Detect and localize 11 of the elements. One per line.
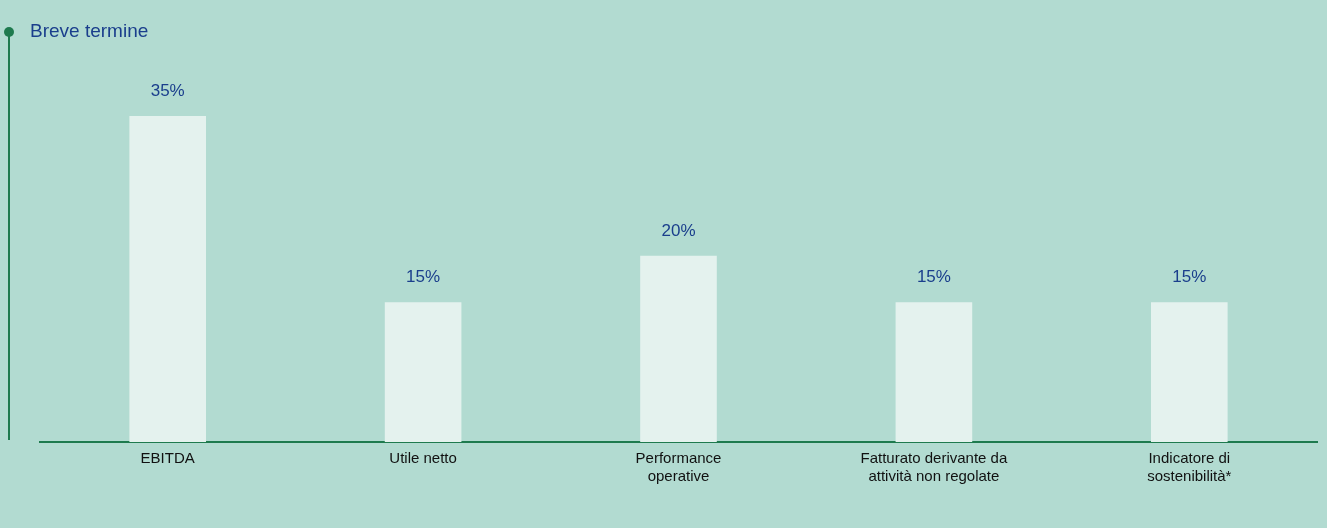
chart-title: Breve termine xyxy=(30,20,149,42)
data-label: 15% xyxy=(406,267,441,287)
x-tick-label: Fatturato derivante da attività non regolate xyxy=(860,449,1008,485)
x-tick-label: Indicatore di sostenibilità* xyxy=(1147,449,1232,485)
x-tick-label: Performance operative xyxy=(635,449,722,485)
data-label: 15% xyxy=(916,267,951,287)
data-label: 20% xyxy=(661,220,696,240)
x-tick-label: EBITDA xyxy=(140,449,195,467)
data-label: 15% xyxy=(1172,267,1207,287)
data-label: 35% xyxy=(150,81,185,101)
x-tick-label: Utile netto xyxy=(389,449,457,467)
